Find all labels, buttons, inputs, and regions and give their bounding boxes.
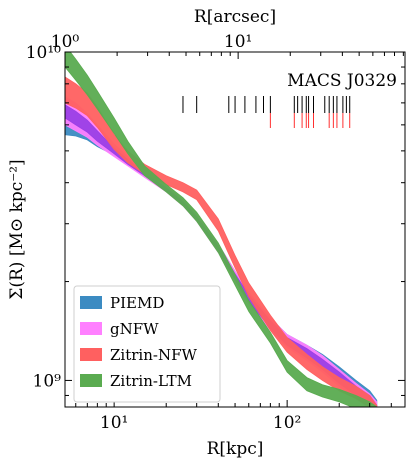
legend-label-zitrin-nfw: Zitrin-NFW [110,346,197,364]
y-tick-label: 10⁹ [33,371,62,391]
chart-title: MACS J0329 [287,71,397,91]
y-axis-label: Σ(R) [M⊙ kpc⁻²] [7,159,27,299]
legend-swatch-gnfw [80,322,102,335]
top-x-tick-label: 10⁰ [51,32,80,52]
legend-box [73,285,221,403]
legend-label-piemd: PIEMD [110,294,164,312]
legend-label-zitrin-ltm: Zitrin-LTM [110,372,192,390]
top-x-axis-label: R[arcsec] [194,7,276,27]
multiple-image-radii [182,96,351,128]
x-tick-label: 10¹ [100,413,128,433]
band-zitrin-ltm [65,52,378,407]
x-axis-label: R[kpc] [207,439,264,459]
legend: PIEMD gNFW Zitrin-NFW Zitrin-LTM [73,285,221,403]
legend-label-gnfw: gNFW [110,320,159,338]
plot-frame [64,51,406,408]
legend-swatch-zitrin-ltm [80,374,102,387]
y-tick-label: 10¹⁰ [26,43,61,63]
top-x-tick-label: 10¹ [224,32,252,52]
model-bands [65,52,378,407]
x-tick-label: 10² [273,413,301,433]
legend-swatch-piemd [80,296,102,309]
legend-swatch-zitrin-nfw [80,348,102,361]
